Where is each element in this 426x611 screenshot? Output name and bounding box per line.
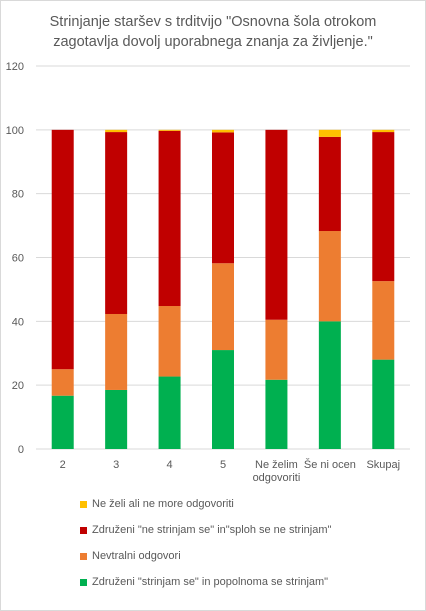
bar-segment-s2-c2 xyxy=(158,130,181,307)
x-tick-label-0: 2 xyxy=(60,459,66,471)
bar-segment-s1-c5 xyxy=(318,231,341,322)
bar-segment-s0-c6 xyxy=(372,359,395,449)
legend-label: Ne želi ali ne more odgovoriti xyxy=(92,498,234,510)
x-tick-label-3: 5 xyxy=(220,459,226,471)
x-tick-label-line: Še ni ocen xyxy=(304,458,356,471)
bar-segment-s0-c2 xyxy=(158,376,181,449)
y-tick-label-40: 40 xyxy=(12,316,24,328)
x-tick-label-line: Ne želim xyxy=(255,459,298,471)
x-tick-label-5: Še ni ocen xyxy=(304,458,356,471)
bar-segment-s2-c4 xyxy=(265,129,288,320)
legend-swatch xyxy=(80,578,87,586)
x-tick-label-line: 3 xyxy=(113,459,119,471)
bar-segment-s2-c0 xyxy=(51,129,74,370)
y-tick-label-120: 120 xyxy=(6,61,24,73)
x-tick-label-2: 4 xyxy=(167,459,173,471)
bar-segment-s3-c6 xyxy=(372,129,395,133)
bar-segment-s2-c1 xyxy=(105,132,128,314)
legend-label: Združeni "ne strinjam se" in"sploh se ne… xyxy=(92,524,332,536)
bar-segment-s3-c2 xyxy=(158,129,181,131)
legend-item-0: Združeni "strinjam se" in popolnoma se s… xyxy=(80,574,328,590)
legend-item-1: Nevtralni odgovori xyxy=(80,548,181,564)
bar-segment-s2-c6 xyxy=(372,132,395,282)
bar-segment-s1-c4 xyxy=(265,319,288,380)
x-tick-label-line: 2 xyxy=(60,459,66,471)
legend-label: Združeni "strinjam se" in popolnoma se s… xyxy=(92,576,329,588)
bar-segment-s0-c0 xyxy=(51,395,74,449)
bar-segment-s0-c1 xyxy=(105,389,128,449)
legend-swatch xyxy=(80,526,87,534)
bar-segment-s3-c5 xyxy=(318,129,341,137)
chart-title-line-2: zagotavlja dovolj uporabnega znanja za ž… xyxy=(53,34,373,50)
x-tick-label-4: Ne želim odgovoriti xyxy=(253,459,301,484)
legend-swatch xyxy=(80,552,87,560)
legend-label: Nevtralni odgovori xyxy=(92,550,181,562)
x-tick-label-line: odgovoriti xyxy=(253,472,301,484)
chart-title: Strinjanje staršev s trditvijo "Osnovna … xyxy=(20,12,406,52)
legend-swatch xyxy=(80,500,87,508)
bar-segment-s2-c3 xyxy=(212,132,234,264)
bar-segment-s2-c5 xyxy=(318,136,341,232)
bar-segment-s0-c4 xyxy=(265,379,288,449)
bar-segment-s1-c0 xyxy=(51,369,74,396)
y-tick-label-80: 80 xyxy=(12,189,24,201)
chart-title-line-1: Strinjanje staršev s trditvijo "Osnovna … xyxy=(49,14,377,30)
y-tick-label-0: 0 xyxy=(18,444,24,456)
bar-segment-s0-c3 xyxy=(212,350,234,449)
x-tick-label-line: 5 xyxy=(220,459,226,471)
bar-segment-s1-c6 xyxy=(372,281,395,360)
bar-segment-s3-c1 xyxy=(105,129,128,133)
y-tick-label-20: 20 xyxy=(12,380,24,392)
legend-item-2: Združeni "ne strinjam se" in"sploh se ne… xyxy=(80,522,331,538)
legend-item-3: Ne želi ali ne more odgovoriti xyxy=(80,496,234,512)
bar-segment-s1-c1 xyxy=(105,313,128,390)
x-tick-label-1: 3 xyxy=(113,459,119,471)
bar-segment-s3-c3 xyxy=(212,129,234,133)
x-tick-label-6: Skupaj xyxy=(366,459,400,471)
bar-segment-s1-c2 xyxy=(158,306,181,377)
x-tick-label-line: 4 xyxy=(167,459,173,471)
y-tick-label-100: 100 xyxy=(6,125,24,137)
y-tick-label-60: 60 xyxy=(12,253,24,265)
bar-segment-s1-c3 xyxy=(212,263,234,351)
bar-segment-s0-c5 xyxy=(318,321,341,449)
x-tick-label-line: Skupaj xyxy=(366,459,400,471)
